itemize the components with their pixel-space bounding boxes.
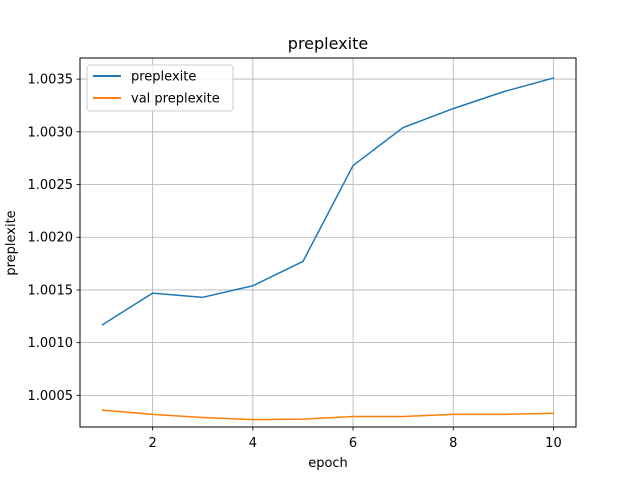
x-axis-ticks: 2 4 6 8 10: [149, 427, 562, 451]
legend-box: [86, 64, 234, 112]
y-tick-label: 1.0005: [28, 389, 74, 404]
grid-lines: [80, 58, 576, 427]
chart-title: preplexite: [288, 34, 368, 53]
legend: preplexite val preplexite: [86, 64, 234, 112]
legend-label-preplexite: preplexite: [131, 70, 196, 85]
y-tick-label: 1.0015: [28, 283, 74, 298]
y-tick-label: 1.0010: [28, 336, 74, 351]
y-axis-ticks: 1.0005 1.0010 1.0015 1.0020 1.0025 1.0030 1.00…: [28, 73, 80, 404]
y-tick-label: 1.0020: [28, 231, 74, 246]
legend-label-val-preplexite: val preplexite: [131, 92, 220, 107]
axes-frame: [79, 57, 577, 428]
x-axis-label: epoch: [308, 456, 348, 471]
y-tick-label: 1.0030: [28, 125, 74, 140]
y-tick-label: 1.0025: [28, 178, 74, 193]
x-tick-label: 10: [545, 436, 562, 451]
series-line-val-preplexite: [101, 409, 555, 421]
series-line-preplexite: [101, 77, 555, 326]
y-tick-label: 1.0035: [28, 73, 74, 88]
y-axis-label: preplexite: [4, 210, 19, 275]
series-lines: [101, 77, 555, 421]
x-tick-label: 8: [449, 436, 457, 451]
x-tick-label: 2: [149, 436, 157, 451]
x-tick-label: 4: [249, 436, 257, 451]
x-tick-label: 6: [349, 436, 357, 451]
